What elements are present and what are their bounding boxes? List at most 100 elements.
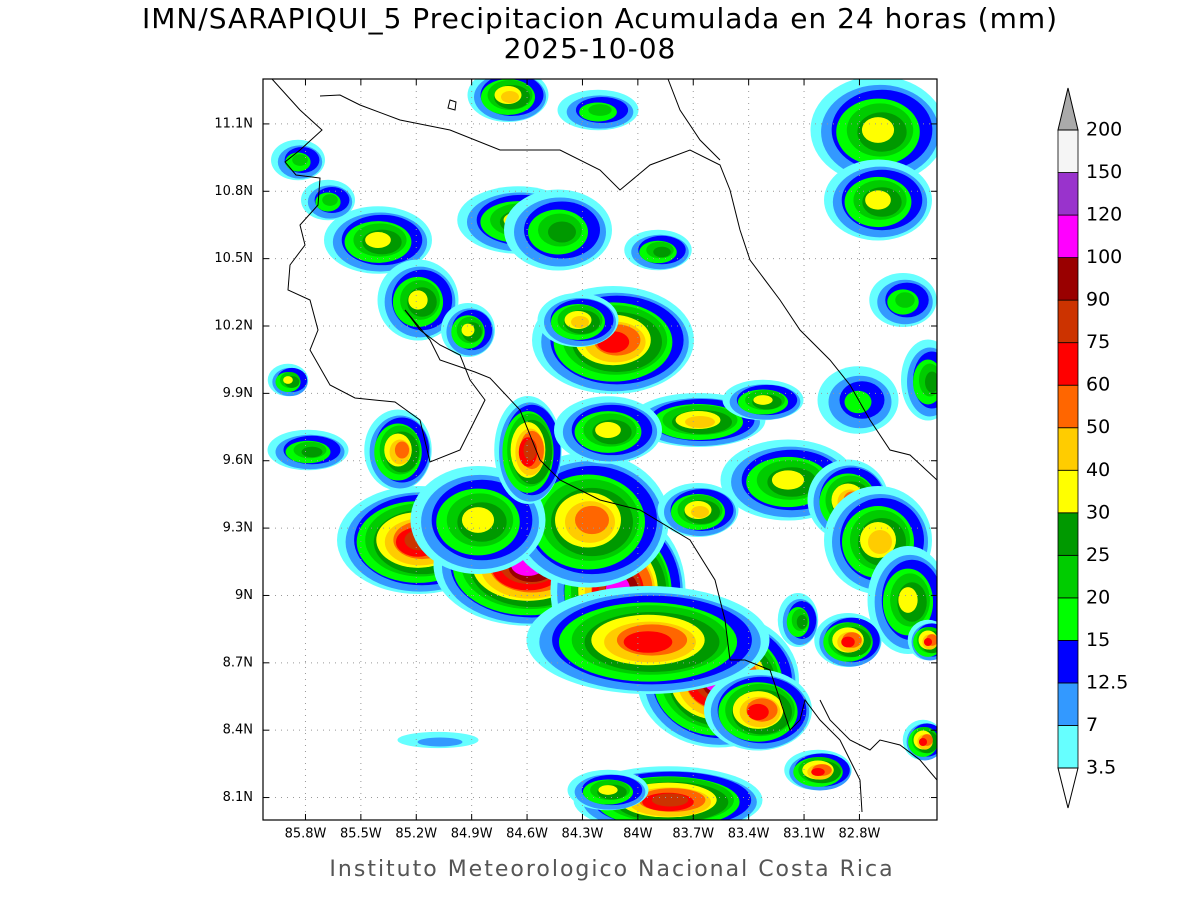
- colorbar-box: [1057, 725, 1079, 769]
- rain-cell: [868, 530, 892, 554]
- colorbar-box: [1057, 342, 1079, 386]
- x-tick-label: 85.5W: [340, 827, 382, 842]
- coastline: [319, 94, 937, 481]
- rain-cell: [501, 91, 519, 103]
- rain-cell: [301, 446, 323, 458]
- map-title: IMN/SARAPIQUI_5 Precipitacion Acumulada …: [142, 2, 1058, 35]
- y-tick-label: 8.4N: [223, 723, 253, 738]
- y-tick-label: 9.6N: [223, 453, 253, 468]
- rain-cell: [861, 117, 895, 143]
- y-tick-label: 10.2N: [214, 319, 253, 334]
- colorbar-label: 150: [1086, 161, 1122, 183]
- rain-cell: [811, 767, 825, 777]
- colorbar-label: 25: [1086, 544, 1110, 566]
- x-tick-label: 85.8W: [285, 827, 327, 842]
- rain-cell: [844, 390, 872, 414]
- rain-cell: [918, 737, 928, 747]
- colorbar-label: 90: [1086, 289, 1110, 311]
- colorbar-box: [1057, 257, 1079, 301]
- rain-cell: [408, 290, 428, 310]
- rain-cell: [588, 104, 612, 116]
- rain-cell: [653, 246, 671, 258]
- rain-cell: [691, 506, 709, 518]
- colorbar-label: 200: [1086, 119, 1122, 141]
- x-tick-label: 84.3W: [562, 827, 604, 842]
- colorbar-box: [1057, 597, 1079, 641]
- rain-cell: [417, 737, 463, 747]
- colorbar-label: 15: [1086, 629, 1110, 651]
- rain-cell: [923, 637, 933, 647]
- colorbar-box: [1057, 129, 1079, 173]
- rain-cell: [595, 421, 621, 439]
- rain-cell: [895, 292, 915, 308]
- border: [404, 309, 863, 813]
- colorbar-label: 20: [1086, 586, 1110, 608]
- rain-cell: [548, 221, 576, 243]
- colorbar-label: 7: [1086, 714, 1098, 736]
- rain-cell: [865, 190, 891, 210]
- rain-cell: [283, 376, 293, 384]
- rain-cell: [685, 416, 715, 428]
- colorbar-box: [1057, 214, 1079, 258]
- x-tick-label: 82.8W: [839, 827, 881, 842]
- rain-cell: [365, 231, 391, 249]
- colorbar-label: 3.5: [1086, 757, 1116, 779]
- x-tick-label: 84.9W: [451, 827, 493, 842]
- rain-cell: [898, 587, 918, 613]
- rain-cell: [651, 793, 689, 807]
- rain-cell: [796, 615, 808, 629]
- coastline: [819, 699, 937, 781]
- rain-cell: [841, 636, 855, 648]
- x-tick-label: 84.6W: [506, 827, 548, 842]
- rain-cell: [753, 395, 773, 405]
- x-tick-label: 85.2W: [395, 827, 437, 842]
- rain-cell: [292, 154, 308, 166]
- coastlines: [271, 79, 937, 813]
- rain-cell: [771, 470, 805, 490]
- x-tick-label: 83.4W: [728, 827, 770, 842]
- rain-cell: [575, 505, 609, 535]
- y-tick-label: 8.1N: [223, 790, 253, 805]
- y-tick-label: 8.7N: [223, 655, 253, 670]
- colorbar-label: 75: [1086, 331, 1110, 353]
- rain-cell: [623, 631, 673, 653]
- colorbar-box: [1057, 384, 1079, 429]
- colorbar-box: [1057, 469, 1079, 514]
- colorbar-label: 30: [1086, 501, 1110, 523]
- colorbar-under: [1057, 767, 1079, 809]
- island: [447, 99, 457, 111]
- colorbar-label: 60: [1086, 374, 1110, 396]
- x-tick-label: 84W: [623, 827, 653, 842]
- grid: 85.8W 85.5W 85.2W 84.9W 84.6W 84.3W 84W 83.7W 83…: [214, 79, 937, 842]
- colorbar-label: 50: [1086, 416, 1110, 438]
- y-tick-label: 9.3N: [223, 521, 253, 536]
- colorbar-box: [1057, 427, 1079, 471]
- colorbar-label: 12.5: [1086, 671, 1128, 693]
- y-tick-label: 11.1N: [214, 116, 253, 131]
- coastline: [271, 79, 486, 463]
- colorbar-box: [1057, 512, 1079, 556]
- y-tick-label: 10.5N: [214, 251, 253, 266]
- rain-cell: [598, 785, 618, 795]
- plot-frame: [262, 78, 938, 821]
- map-footer: Instituto Meteorologico Nacional Costa R…: [329, 857, 894, 882]
- rain-cell: [322, 194, 338, 206]
- colorbar-box: [1057, 640, 1079, 684]
- map-subtitle: 2025-10-08: [504, 32, 677, 65]
- rain-cell: [461, 507, 495, 533]
- colorbar: 3.5 7 12.5 15 20 25 30 40 50 60 75 90 100 120 150 200: [1057, 87, 1128, 809]
- colorbar-over: [1057, 87, 1079, 131]
- x-tick-label: 83.7W: [672, 827, 714, 842]
- rain-cell: [747, 703, 769, 721]
- rain-cell: [523, 439, 537, 461]
- colorbar-label: 100: [1086, 246, 1122, 268]
- colorbar-label: 120: [1086, 204, 1122, 226]
- precip-field: [267, 79, 937, 820]
- y-tick-label: 9.9N: [223, 386, 253, 401]
- border: [667, 79, 721, 161]
- colorbar-box: [1057, 554, 1079, 599]
- rain-cell: [571, 316, 589, 328]
- colorbar-box: [1057, 172, 1079, 216]
- colorbar-box: [1057, 299, 1079, 344]
